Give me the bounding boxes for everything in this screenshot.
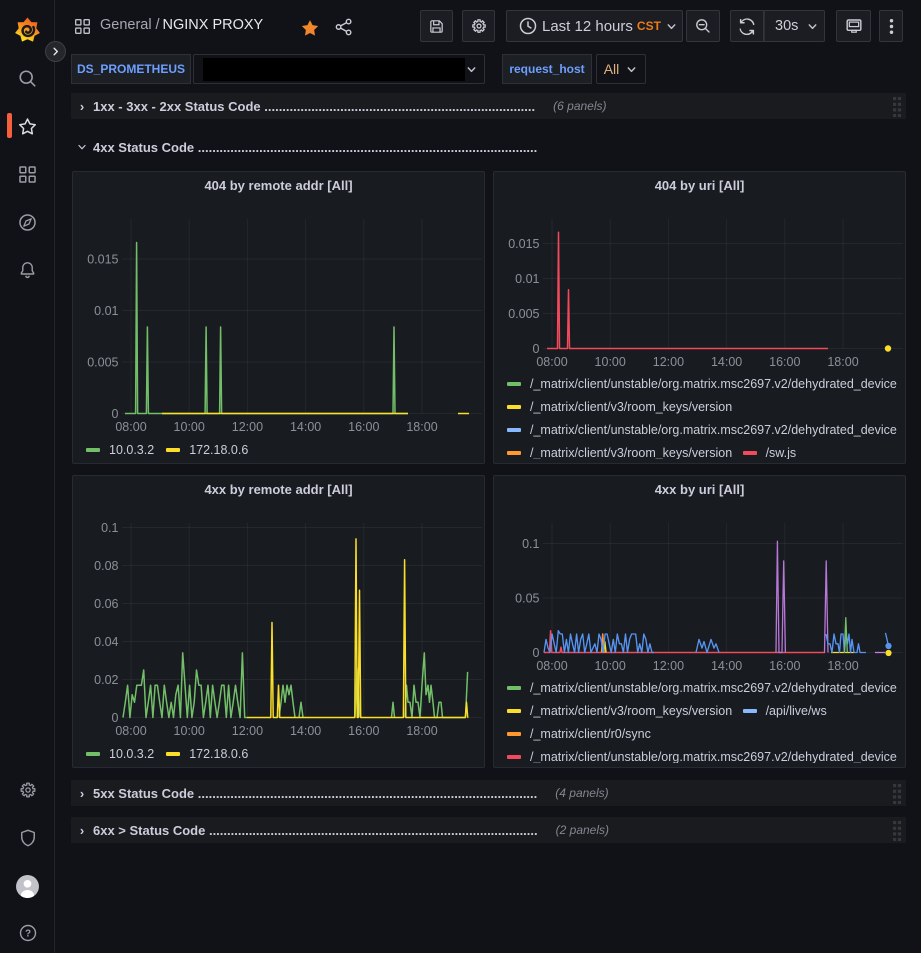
svg-text:0.005: 0.005 [508, 307, 539, 321]
svg-text:0: 0 [112, 711, 119, 725]
svg-text:16:00: 16:00 [769, 355, 800, 369]
svg-text:18:00: 18:00 [406, 724, 437, 738]
svg-text:12:00: 12:00 [232, 420, 263, 434]
svg-text:?: ? [24, 929, 30, 940]
svg-text:0.1: 0.1 [101, 521, 118, 535]
svg-text:0.015: 0.015 [87, 253, 118, 267]
svg-text:0.08: 0.08 [94, 559, 118, 573]
svg-text:08:00: 08:00 [536, 355, 567, 369]
svg-text:16:00: 16:00 [348, 724, 379, 738]
svg-text:18:00: 18:00 [827, 659, 858, 673]
svg-text:08:00: 08:00 [536, 659, 567, 673]
svg-text:10:00: 10:00 [174, 420, 205, 434]
svg-text:14:00: 14:00 [711, 355, 742, 369]
svg-text:0.05: 0.05 [515, 592, 539, 606]
svg-text:0.015: 0.015 [508, 237, 539, 251]
svg-text:0.01: 0.01 [94, 304, 118, 318]
svg-text:16:00: 16:00 [769, 659, 800, 673]
svg-text:0.06: 0.06 [94, 597, 118, 611]
svg-text:12:00: 12:00 [653, 355, 684, 369]
svg-text:12:00: 12:00 [232, 724, 263, 738]
svg-text:16:00: 16:00 [348, 420, 379, 434]
svg-text:0: 0 [533, 342, 540, 356]
svg-text:0: 0 [533, 646, 540, 660]
svg-text:08:00: 08:00 [115, 420, 146, 434]
svg-text:18:00: 18:00 [827, 355, 858, 369]
svg-text:0.1: 0.1 [522, 537, 539, 551]
svg-text:14:00: 14:00 [290, 724, 321, 738]
svg-text:0.04: 0.04 [94, 635, 118, 649]
svg-text:14:00: 14:00 [290, 420, 321, 434]
svg-text:08:00: 08:00 [115, 724, 146, 738]
svg-text:10:00: 10:00 [595, 355, 626, 369]
svg-text:10:00: 10:00 [174, 724, 205, 738]
svg-text:0.005: 0.005 [87, 356, 118, 370]
svg-text:12:00: 12:00 [653, 659, 684, 673]
svg-text:18:00: 18:00 [406, 420, 437, 434]
svg-text:0.02: 0.02 [94, 673, 118, 687]
svg-text:0.01: 0.01 [515, 272, 539, 286]
svg-text:14:00: 14:00 [711, 659, 742, 673]
svg-text:0: 0 [112, 407, 119, 421]
svg-text:10:00: 10:00 [595, 659, 626, 673]
